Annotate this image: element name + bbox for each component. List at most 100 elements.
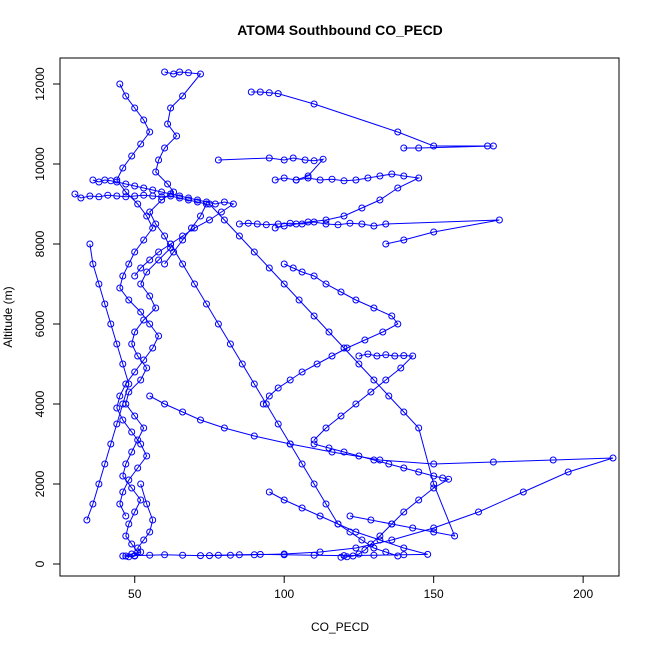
data-point	[445, 475, 453, 483]
data-point	[161, 260, 169, 268]
data-point	[370, 456, 378, 464]
y-axis: 0 2000 4000 6000 8000 10000 12000	[33, 67, 61, 567]
data-point	[167, 190, 175, 198]
data-point	[235, 232, 243, 240]
data-point	[430, 480, 438, 488]
data-point	[137, 480, 145, 488]
series-9-line	[262, 263, 399, 405]
data-point	[289, 264, 297, 272]
data-point	[376, 532, 384, 540]
data-point	[358, 220, 366, 228]
data-point	[125, 388, 133, 396]
data-point	[128, 484, 136, 492]
data-point	[352, 400, 360, 408]
data-point	[310, 157, 318, 165]
data-point	[325, 444, 333, 452]
data-point	[122, 180, 130, 188]
data-point	[310, 440, 318, 448]
data-point	[140, 236, 148, 244]
data-point	[122, 193, 130, 201]
data-point	[310, 218, 318, 226]
data-point	[131, 412, 139, 420]
data-point	[203, 300, 210, 308]
data-point	[358, 536, 366, 544]
data-point	[143, 500, 151, 508]
data-point	[397, 364, 405, 372]
data-point	[367, 388, 375, 396]
data-point	[155, 156, 163, 164]
data-point	[140, 191, 148, 199]
data-point	[164, 120, 172, 128]
data-point	[113, 340, 121, 348]
data-point	[370, 551, 378, 559]
data-point	[370, 544, 378, 552]
data-point	[116, 500, 124, 508]
data-point	[385, 460, 393, 468]
data-point	[116, 392, 124, 400]
data-point	[152, 304, 160, 312]
data-point	[316, 176, 324, 184]
data-point	[355, 352, 363, 360]
data-point	[134, 200, 142, 208]
data-point	[146, 128, 154, 136]
data-point	[370, 222, 378, 230]
data-point	[253, 220, 261, 228]
data-point	[430, 142, 438, 150]
data-point	[125, 260, 133, 268]
data-point	[376, 196, 384, 204]
data-point	[229, 200, 237, 208]
data-point	[176, 192, 184, 200]
data-point	[388, 312, 396, 320]
data-point	[495, 216, 503, 224]
data-point	[298, 368, 306, 376]
data-point	[409, 524, 417, 532]
data-point	[328, 352, 336, 360]
data-point	[310, 272, 318, 280]
data-point	[310, 100, 318, 108]
data-point	[409, 352, 417, 360]
data-point	[122, 460, 130, 468]
data-point	[119, 416, 127, 424]
data-point	[415, 424, 423, 432]
data-point	[140, 424, 148, 432]
data-point	[95, 480, 103, 488]
data-point	[265, 488, 273, 496]
data-layer	[71, 68, 617, 561]
data-point	[206, 200, 213, 208]
data-point	[430, 528, 438, 536]
data-point	[352, 296, 360, 304]
data-point	[361, 336, 369, 344]
data-point	[176, 194, 184, 202]
data-point	[322, 280, 330, 288]
series-12-line	[313, 443, 450, 558]
data-point	[137, 308, 145, 316]
data-point	[337, 288, 345, 296]
y-tick-label: 10000	[33, 147, 47, 181]
data-point	[131, 248, 139, 256]
data-point	[137, 496, 145, 504]
data-point	[304, 174, 312, 182]
data-point	[134, 352, 142, 360]
data-point	[394, 128, 402, 136]
data-point	[400, 508, 408, 516]
data-point	[220, 198, 228, 206]
data-point	[355, 452, 363, 460]
data-point	[143, 364, 151, 372]
data-point	[280, 174, 288, 182]
data-point	[322, 500, 330, 508]
data-point	[292, 176, 300, 184]
data-point	[424, 550, 432, 558]
data-point	[143, 268, 151, 276]
data-point	[89, 176, 97, 184]
data-point	[158, 193, 166, 201]
data-point	[394, 184, 402, 192]
data-point	[86, 192, 94, 200]
data-point	[280, 551, 288, 559]
data-point	[176, 68, 184, 76]
data-point	[131, 272, 139, 280]
data-point	[155, 332, 163, 340]
data-point	[235, 220, 243, 228]
data-point	[609, 454, 617, 462]
data-point	[316, 512, 324, 520]
